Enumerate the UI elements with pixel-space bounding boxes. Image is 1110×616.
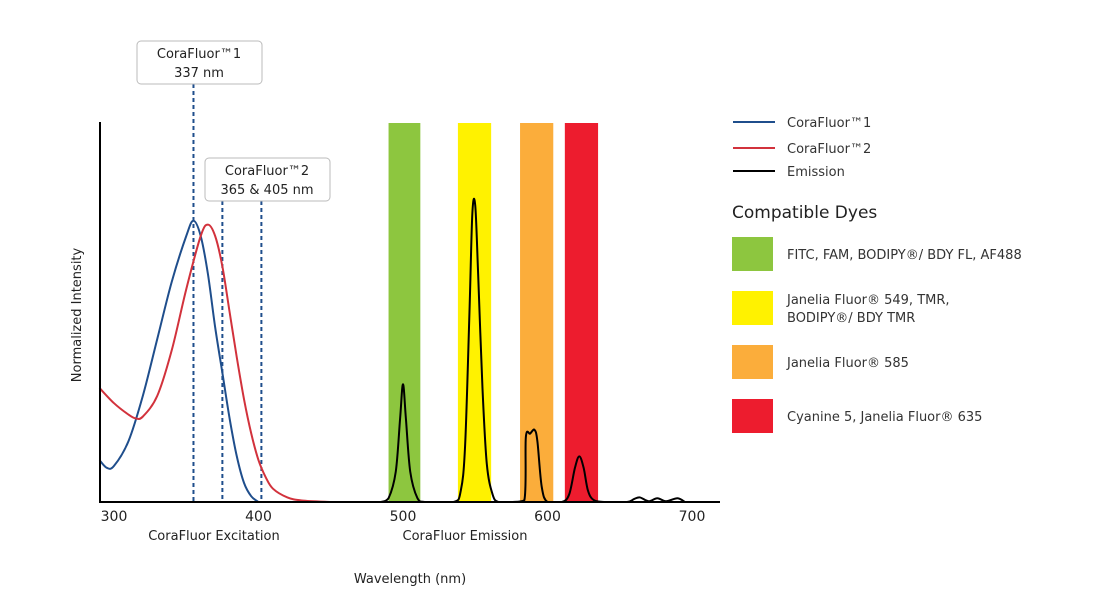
dye-swatch-1 [732,291,773,325]
dye-swatch-3 [732,399,773,433]
series-0-line [98,219,260,503]
dye-label-0: FITC, FAM, BODIPY®/ BDY FL, AF488 [787,248,1022,263]
svg-text:CoraFluor™1: CoraFluor™1 [157,47,241,62]
y-axis-label: Normalized Intensity [70,247,85,382]
legend-title: Compatible Dyes [732,203,877,223]
dye-label-2: Janelia Fluor® 585 [786,356,909,371]
series-1-line [98,223,331,503]
x-tick-label: 700 [679,509,706,525]
dye-bands [388,123,599,502]
x-tick-label: 600 [534,509,561,525]
x-axis-label: Wavelength (nm) [354,572,466,587]
dye-swatch-2 [732,345,773,379]
x-tick-label: 300 [101,509,128,525]
x-tick-label: 400 [245,509,272,525]
wavelength-markers [192,84,263,502]
x-tick-label: 500 [390,509,417,525]
dye-label-1: Janelia Fluor® 549, TMR, [786,293,950,308]
legend: CoraFluor™1 CoraFluor™2 Emission Compati… [732,116,1022,433]
svg-text:365 & 405 nm: 365 & 405 nm [220,183,313,198]
dye-band-3 [564,123,599,502]
x-ticks: 300 400 500 600 700 [101,509,706,525]
excitation-label: CoraFluor Excitation [148,529,280,544]
legend-label-corafluor2: CoraFluor™2 [787,142,871,157]
emission-label: CoraFluor Emission [403,529,528,544]
legend-label-corafluor1: CoraFluor™1 [787,116,871,131]
annotation-corafluor1: CoraFluor™1 337 nm [136,40,263,85]
dye-label-1: BODIPY®/ BDY TMR [787,311,915,326]
svg-text:CoraFluor™2: CoraFluor™2 [225,164,309,179]
legend-label-emission: Emission [787,165,845,180]
svg-text:337 nm: 337 nm [174,66,224,81]
dye-swatch-0 [732,237,773,271]
dye-band-0 [388,123,421,502]
dye-label-3: Cyanine 5, Janelia Fluor® 635 [787,410,982,425]
annotation-corafluor2: CoraFluor™2 365 & 405 nm [204,157,331,202]
